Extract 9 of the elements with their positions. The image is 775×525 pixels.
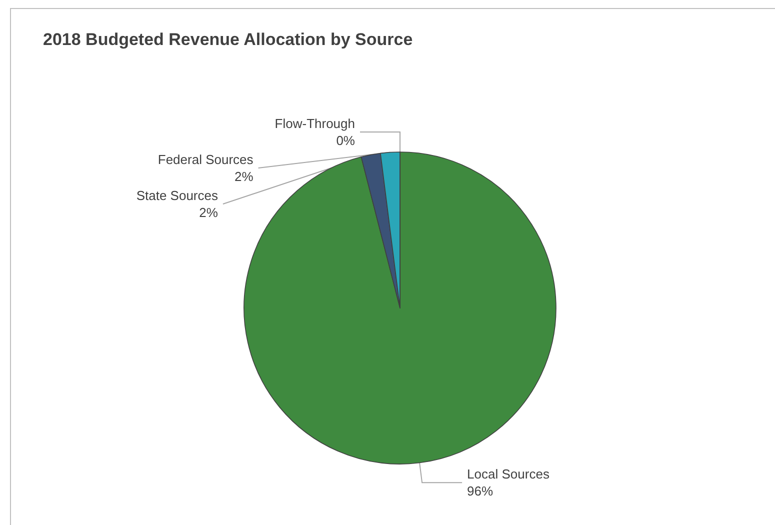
slice-label: Federal Sources [158, 152, 254, 167]
category-label: Flow-Through [274, 116, 355, 131]
text: 0% [336, 133, 355, 148]
chart-title: 2018 Budgeted Revenue Allocation by Source [43, 30, 413, 49]
slice-label: State Sources [136, 188, 218, 203]
data-label: 2% [234, 169, 254, 184]
slice-label: Local Sources [467, 466, 550, 482]
data-label: 2% [199, 205, 218, 220]
data-label: 96% [467, 484, 494, 499]
